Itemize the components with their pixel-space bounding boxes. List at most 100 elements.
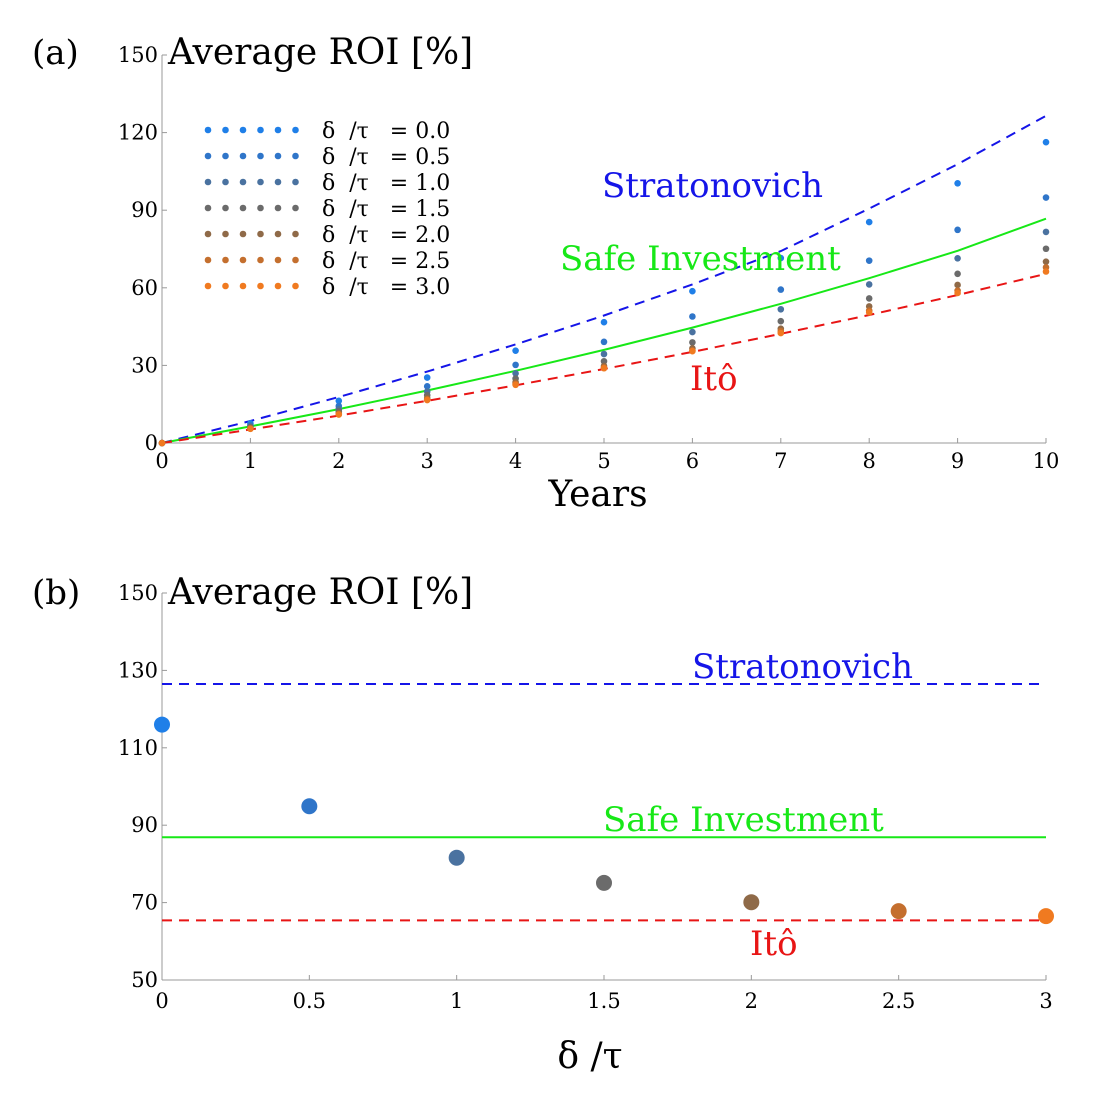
panel-a-title: Average ROI [%]: [167, 32, 473, 73]
legend-marker: [204, 282, 212, 290]
legend-label: δ /τ = 0.0: [322, 119, 450, 144]
legend-marker: [257, 230, 264, 238]
x-tick-label: 10: [1033, 449, 1060, 473]
legend-marker: [222, 230, 229, 238]
y-tick-label: 0: [145, 431, 158, 455]
legend-marker: [222, 152, 229, 160]
panel-b: (b) Average ROI [%] 50 70 90 110 130 150 0 0.5…: [32, 572, 1054, 1077]
data-point-3: [596, 874, 612, 891]
data-point-series-2: [1042, 228, 1050, 236]
x-tick-label: 2: [745, 989, 758, 1013]
legend-marker: [239, 178, 247, 186]
x-tick-label: 8: [863, 449, 876, 473]
data-point-series-3: [689, 339, 696, 346]
data-point-2: [448, 849, 465, 866]
data-point-series-0: [600, 318, 608, 326]
legend-marker: [274, 230, 282, 238]
legend-marker: [292, 126, 299, 134]
data-point-series-1: [1042, 194, 1050, 201]
data-point-series-1: [512, 361, 519, 369]
legend-marker: [274, 256, 282, 264]
data-point-series-1: [689, 313, 696, 320]
data-point-series-0: [1042, 138, 1050, 146]
data-point-6: [1038, 908, 1054, 925]
panel-a: (a) Average ROI [%] 0 30 60 90 120 150 0 1 2 3 4 5…: [32, 32, 1059, 515]
legend-marker: [239, 282, 247, 290]
curve-stratonovich: [161, 114, 1047, 444]
data-point-series-6: [335, 411, 343, 418]
legend-marker: [292, 204, 299, 212]
data-point-5: [890, 903, 907, 920]
panel-b-ito-label: Itô: [750, 924, 798, 964]
x-tick-label: 1: [244, 449, 257, 473]
data-point-series-6: [247, 425, 254, 433]
panel-a-label: (a): [32, 33, 79, 73]
y-tick-label: 130: [118, 658, 158, 682]
panel-a-stratonovich-label: Stratonovich: [602, 166, 823, 206]
legend-marker: [222, 126, 229, 134]
x-tick-label: 4: [509, 449, 522, 473]
legend-marker: [239, 126, 247, 134]
legend-marker: [292, 282, 299, 290]
x-tick-label: 3: [421, 449, 434, 473]
panel-a-x-label: Years: [547, 474, 647, 515]
data-point-0: [154, 716, 170, 733]
data-point-series-2: [777, 305, 785, 313]
data-point-series-2: [600, 350, 608, 358]
data-point-series-4: [954, 281, 961, 289]
y-tick-label: 150: [118, 43, 158, 67]
legend-marker: [222, 178, 229, 186]
legend-marker: [292, 230, 299, 238]
x-tick-label: 6: [686, 449, 699, 473]
panel-b-stratonovich-label: Stratonovich: [692, 647, 913, 687]
y-tick-label: 50: [131, 968, 158, 992]
data-point-series-1: [865, 257, 873, 264]
y-tick-label: 70: [131, 891, 158, 915]
y-tick-label: 90: [131, 198, 158, 222]
panel-b-label: (b): [32, 573, 80, 613]
data-point-series-0: [689, 287, 696, 295]
y-tick-label: 110: [118, 736, 158, 760]
panel-b-x-label: δ /τ: [557, 1036, 622, 1077]
legend-marker: [204, 256, 212, 264]
data-point-series-0: [423, 374, 431, 381]
y-tick-label: 150: [118, 581, 158, 605]
legend-marker: [239, 230, 247, 238]
data-point-series-0: [954, 179, 961, 187]
data-point-series-1: [954, 226, 961, 234]
data-point-series-0: [777, 254, 785, 262]
legend-marker: [274, 282, 282, 290]
legend-marker: [204, 178, 212, 186]
legend-label: δ /τ = 0.5: [322, 145, 450, 170]
x-tick-label: 0.5: [293, 989, 326, 1013]
data-point-series-6: [689, 347, 696, 355]
legend-marker: [222, 282, 229, 290]
panel-a-x-ticks: 0 1 2 3 4 5 6 7 8 9 10: [155, 438, 1059, 473]
legend-marker: [292, 256, 299, 264]
data-point-series-2: [954, 255, 961, 262]
legend-marker: [292, 152, 299, 160]
x-tick-label: 5: [597, 449, 610, 473]
data-point-series-6: [512, 381, 519, 389]
x-tick-label: 0: [155, 989, 168, 1013]
data-point-series-1: [423, 383, 431, 390]
data-point-series-6: [1042, 268, 1050, 275]
data-point-4: [743, 894, 760, 911]
data-point-series-3: [777, 317, 785, 325]
data-point-series-6: [600, 364, 608, 372]
legend-label: δ /τ = 1.0: [322, 171, 450, 196]
data-point-series-3: [865, 295, 873, 302]
panel-a-ito-label: Itô: [690, 359, 738, 399]
legend-label: δ /τ = 3.0: [322, 275, 450, 300]
legend-marker: [257, 152, 264, 160]
legend-label: δ /τ = 2.5: [322, 249, 450, 274]
panel-b-y-ticks: 50 70 90 110 130 150: [118, 581, 167, 992]
panel-b-title: Average ROI [%]: [167, 572, 473, 613]
legend-marker: [274, 204, 282, 212]
legend-marker: [274, 126, 282, 134]
data-point-series-2: [865, 281, 873, 288]
legend-marker: [239, 204, 247, 212]
legend-marker: [257, 256, 264, 264]
legend-marker: [257, 282, 264, 290]
